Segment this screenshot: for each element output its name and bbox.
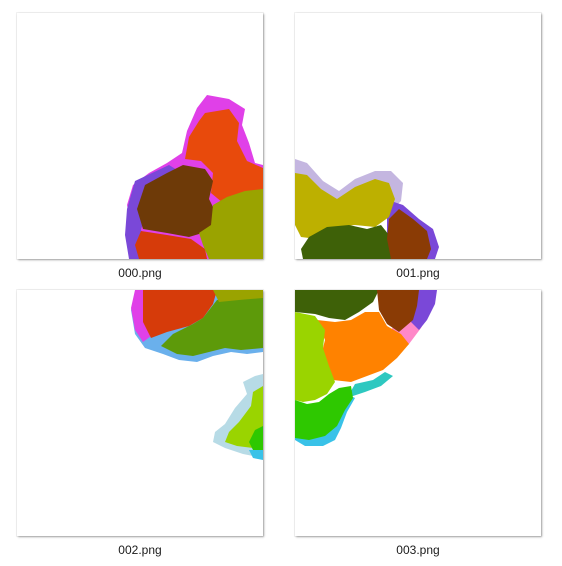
map-fragment-001-image: [295, 159, 439, 259]
region-olive: [213, 290, 263, 302]
region-leaf-green: [161, 294, 263, 356]
region-brown: [137, 165, 217, 237]
thumbnail-003[interactable]: [295, 290, 541, 536]
file-name-003[interactable]: 003.png: [396, 543, 440, 557]
region-red: [135, 231, 207, 259]
region-rust: [387, 209, 431, 259]
map-fragment-003-image: [295, 290, 437, 446]
region-lime: [295, 312, 335, 402]
region-orange: [317, 312, 409, 382]
region-dark-green: [295, 290, 379, 320]
region-teal-border: [347, 372, 393, 398]
map-fragment-000-image: [125, 95, 263, 259]
region-bright-green: [249, 426, 263, 452]
region-rust: [377, 290, 419, 332]
thumbnail-001[interactable]: [295, 13, 541, 259]
map-fragment-002-image: [131, 290, 263, 460]
region-bright-green: [295, 386, 353, 440]
region-orange-red: [185, 109, 263, 203]
region-mustard: [295, 173, 395, 239]
thumbnail-000[interactable]: [17, 13, 263, 259]
region-cyan-border: [249, 450, 263, 460]
region-red: [143, 290, 217, 338]
file-name-002[interactable]: 002.png: [118, 543, 162, 557]
region-olive: [199, 189, 263, 259]
file-name-001[interactable]: 001.png: [396, 266, 440, 280]
thumbnail-002[interactable]: [17, 290, 263, 536]
file-name-000[interactable]: 000.png: [118, 266, 162, 280]
region-dark-green: [301, 225, 391, 259]
